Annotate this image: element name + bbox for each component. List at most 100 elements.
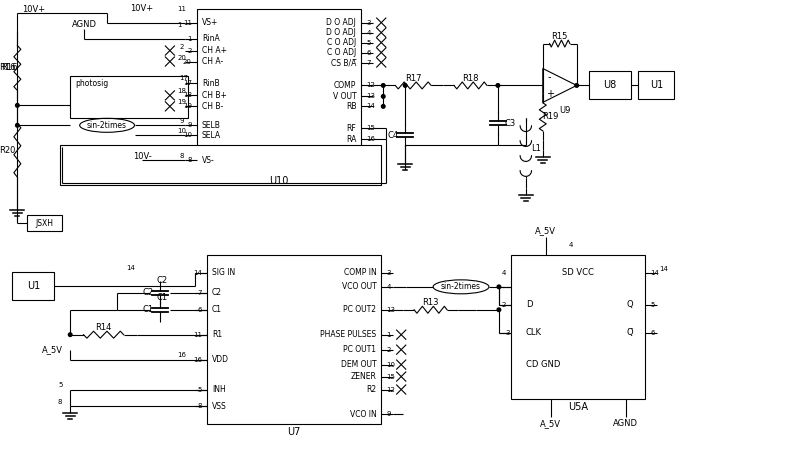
Text: 13: 13	[366, 93, 375, 99]
Bar	[206, 255, 382, 425]
Text: 5: 5	[58, 382, 62, 388]
Text: Q̅: Q̅	[627, 328, 634, 337]
Text: D O ADJ: D O ADJ	[326, 28, 356, 37]
Text: 1: 1	[178, 22, 182, 28]
Text: C2: C2	[212, 288, 222, 298]
Text: RB: RB	[346, 102, 356, 111]
Text: 10V-: 10V-	[133, 152, 151, 161]
Text: SD VCC: SD VCC	[562, 268, 594, 277]
Text: CH B+: CH B+	[202, 91, 226, 100]
Text: 18: 18	[178, 88, 186, 94]
Text: 19: 19	[183, 103, 192, 109]
Text: R13: R13	[422, 298, 439, 307]
Text: 10V+: 10V+	[130, 4, 154, 13]
Circle shape	[382, 104, 385, 108]
Text: 2: 2	[386, 346, 390, 353]
Text: 4: 4	[366, 30, 370, 36]
Text: sin-2times: sin-2times	[441, 282, 481, 292]
Text: 13: 13	[386, 307, 395, 313]
Circle shape	[69, 333, 72, 336]
Text: 4: 4	[502, 270, 506, 276]
Text: R18: R18	[462, 74, 478, 83]
Bar	[589, 72, 630, 99]
Text: PHASE PULSES: PHASE PULSES	[320, 330, 376, 339]
Text: COMP IN: COMP IN	[343, 268, 376, 277]
Text: 7: 7	[366, 60, 371, 66]
Text: 16: 16	[178, 352, 186, 358]
Text: 20: 20	[178, 55, 186, 61]
Text: 6: 6	[198, 307, 202, 313]
Bar	[638, 72, 674, 99]
Text: -: -	[548, 72, 551, 82]
Text: 15: 15	[386, 374, 395, 380]
Text: ZENER: ZENER	[350, 372, 376, 381]
Text: C2: C2	[142, 288, 154, 298]
Text: C O ADJ: C O ADJ	[327, 48, 356, 57]
Bar	[60, 145, 382, 185]
Bar	[27, 215, 62, 231]
Circle shape	[497, 308, 501, 311]
Text: 6: 6	[650, 330, 655, 336]
Text: A_5V: A_5V	[540, 419, 562, 428]
Text: 10V+: 10V+	[22, 5, 46, 14]
Text: 20: 20	[183, 59, 192, 65]
Text: 14: 14	[193, 270, 202, 276]
Text: 18: 18	[183, 92, 192, 98]
Text: RinB: RinB	[202, 79, 219, 88]
Text: 10: 10	[178, 128, 186, 134]
Text: 17: 17	[183, 80, 192, 86]
Text: CS B/A̅: CS B/A̅	[331, 58, 356, 67]
Text: R16: R16	[1, 63, 18, 73]
Text: 2: 2	[502, 302, 506, 308]
Text: C1: C1	[156, 293, 167, 302]
Text: 2: 2	[180, 43, 184, 49]
Text: RF: RF	[346, 124, 356, 133]
Circle shape	[403, 84, 407, 87]
Text: PC OUT2: PC OUT2	[343, 305, 376, 314]
Text: RA: RA	[346, 135, 356, 144]
Text: CD GND: CD GND	[526, 360, 560, 369]
Text: 8: 8	[187, 157, 192, 163]
Text: U9: U9	[559, 106, 570, 115]
Text: +: +	[546, 89, 554, 99]
Text: 15: 15	[366, 125, 375, 131]
Text: C O ADJ: C O ADJ	[327, 38, 356, 47]
Text: 8: 8	[198, 403, 202, 409]
Text: CH B-: CH B-	[202, 102, 223, 111]
Text: C3: C3	[504, 119, 515, 128]
Text: 5: 5	[366, 40, 370, 46]
Text: 11: 11	[193, 332, 202, 338]
Text: 6: 6	[366, 49, 371, 55]
Text: D O ADJ: D O ADJ	[326, 18, 356, 27]
Text: 1: 1	[187, 36, 192, 42]
Circle shape	[382, 95, 385, 98]
Text: 12: 12	[366, 82, 375, 88]
Text: 14: 14	[650, 270, 659, 276]
Text: C2: C2	[156, 276, 167, 286]
Text: photosig: photosig	[75, 79, 109, 88]
Text: 1: 1	[386, 332, 390, 338]
Text: 2: 2	[187, 48, 192, 54]
Text: 5: 5	[198, 387, 202, 393]
Text: R17: R17	[405, 74, 422, 83]
Text: VCO OUT: VCO OUT	[342, 282, 376, 292]
Text: 10: 10	[183, 132, 192, 138]
Text: A_5V: A_5V	[42, 345, 62, 354]
Circle shape	[382, 84, 385, 87]
Text: 11: 11	[183, 19, 192, 25]
Text: U1: U1	[650, 80, 663, 91]
Text: 9: 9	[187, 122, 192, 128]
Circle shape	[496, 84, 500, 87]
Text: PC OUT1: PC OUT1	[343, 345, 376, 354]
Text: 7: 7	[198, 290, 202, 296]
Text: 8: 8	[180, 153, 184, 159]
Text: 10: 10	[386, 362, 395, 368]
Text: 14: 14	[366, 103, 375, 109]
Text: 16: 16	[193, 357, 202, 363]
Text: R16: R16	[0, 63, 16, 73]
Text: CH A-: CH A-	[202, 57, 223, 66]
Text: 3: 3	[366, 19, 371, 25]
Circle shape	[575, 84, 578, 87]
Text: 16: 16	[366, 136, 375, 142]
Text: R15: R15	[551, 32, 568, 41]
